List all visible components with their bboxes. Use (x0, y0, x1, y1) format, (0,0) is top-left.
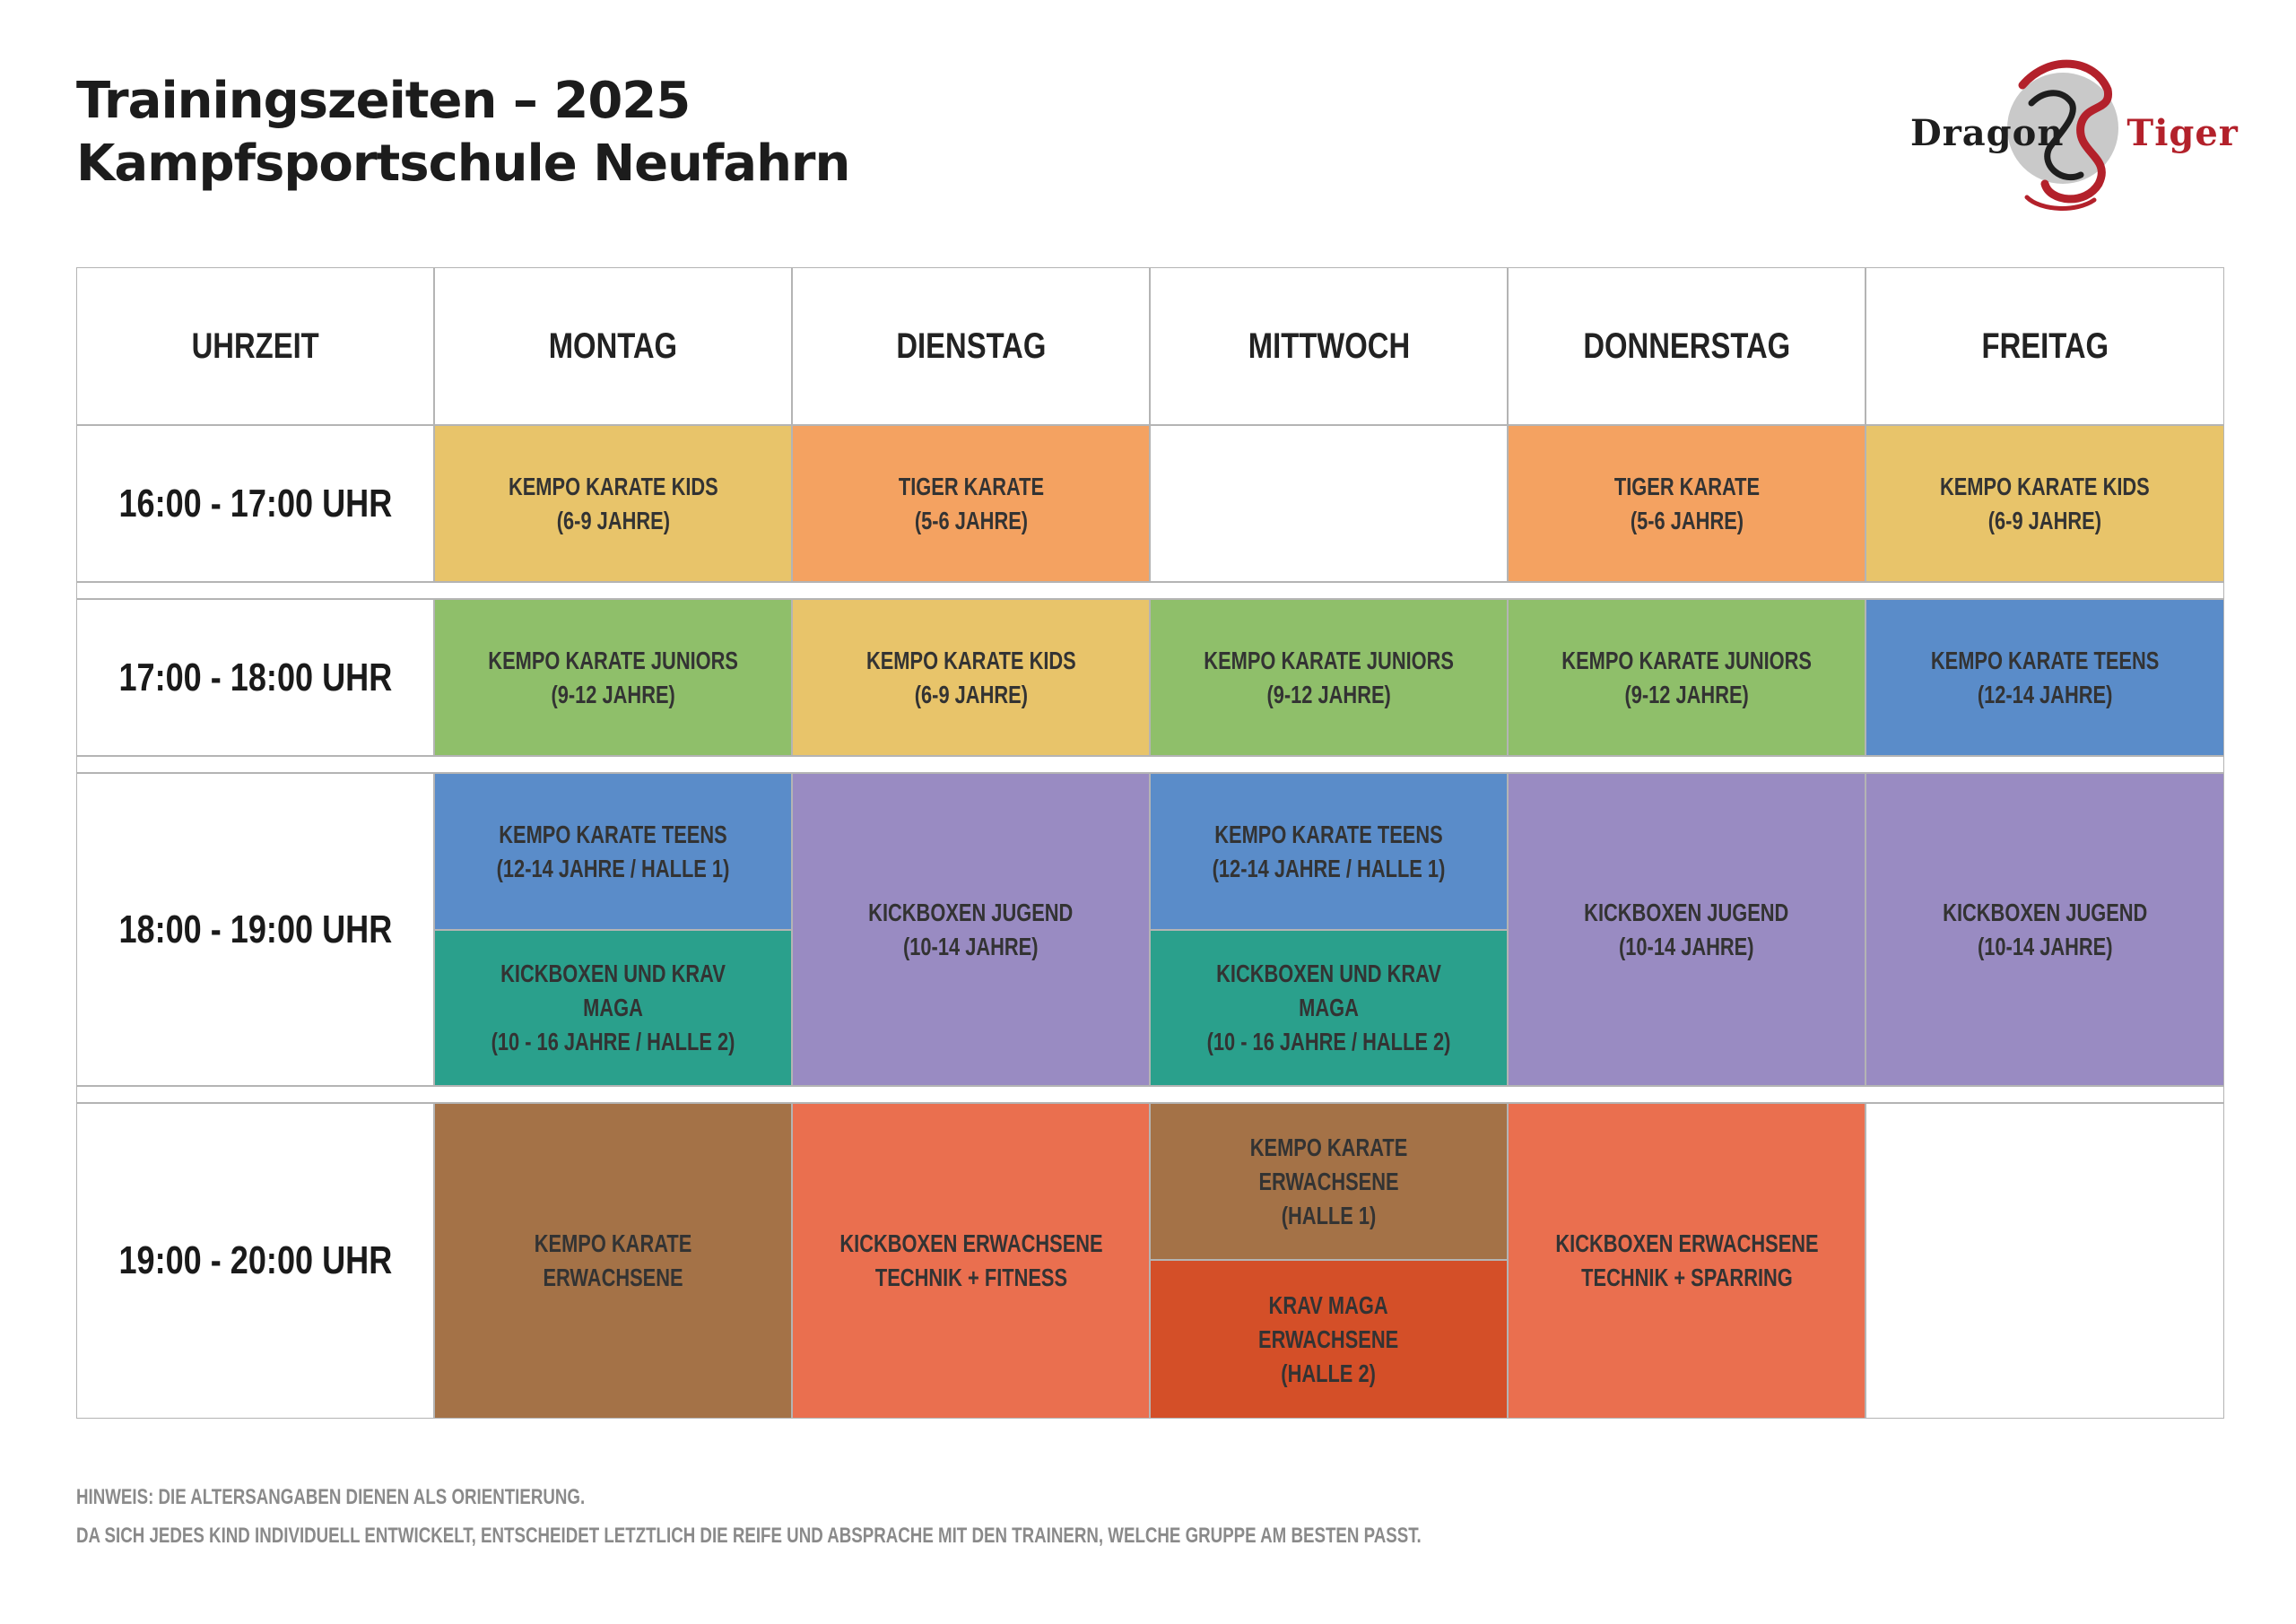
column-header-mittwoch: MITTWOCH (1150, 267, 1508, 425)
column-header-time: UHRZEIT (76, 267, 434, 425)
class-cell-montag-1800-halle2: KICKBOXEN UND KRAV MAGA (10 - 16 JAHRE /… (434, 930, 792, 1086)
empty-cell-freitag-1900 (1866, 1103, 2224, 1419)
title-line-1: Trainingszeiten – 2025 (76, 72, 691, 130)
class-cell-freitag-1700: KEMPO KARATE TEENS (12-14 JAHRE) (1866, 599, 2224, 756)
row-separator (76, 1086, 2224, 1103)
column-header-donnerstag: DONNERSTAG (1508, 267, 1866, 425)
class-cell-mittwoch-1800-halle1: KEMPO KARATE TEENS (12-14 JAHRE / HALLE … (1150, 773, 1508, 930)
class-cell-mittwoch-1800-halle2: KICKBOXEN UND KRAV MAGA (10 - 16 JAHRE /… (1150, 930, 1508, 1086)
class-cell-donnerstag-1700: KEMPO KARATE JUNIORS (9-12 JAHRE) (1508, 599, 1866, 756)
class-cell-mittwoch-1900-halle2: KRAV MAGA ERWACHSENE (HALLE 2) (1150, 1260, 1508, 1419)
schedule-table: UHRZEIT MONTAG DIENSTAG MITTWOCH DONNERS… (76, 267, 2224, 1419)
class-cell-dienstag-1800: KICKBOXEN JUGEND (10-14 JAHRE) (792, 773, 1150, 1086)
class-cell-donnerstag-1600: TIGER KARATE (5-6 JAHRE) (1508, 425, 1866, 582)
row-separator (76, 756, 2224, 773)
class-cell-mittwoch-1900-halle1: KEMPO KARATE ERWACHSENE (HALLE 1) (1150, 1103, 1508, 1260)
class-cell-montag-1900: KEMPO KARATE ERWACHSENE (434, 1103, 792, 1419)
title-line-2: Kampfsportschule Neufahrn (76, 135, 850, 193)
class-cell-dienstag-1700: KEMPO KARATE KIDS (6-9 JAHRE) (792, 599, 1150, 756)
class-cell-freitag-1600: KEMPO KARATE KIDS (6-9 JAHRE) (1866, 425, 2224, 582)
logo-word-dragon: Dragon (1910, 111, 2065, 154)
class-cell-freitag-1800: KICKBOXEN JUGEND (10-14 JAHRE) (1866, 773, 2224, 1086)
class-cell-dienstag-1900: KICKBOXEN ERWACHSENE TECHNIK + FITNESS (792, 1103, 1150, 1419)
time-slot-1700: 17:00 - 18:00 UHR (76, 599, 434, 756)
row-separator (76, 582, 2224, 599)
column-header-dienstag: DIENSTAG (792, 267, 1150, 425)
time-slot-1600: 16:00 - 17:00 UHR (76, 425, 434, 582)
time-slot-1900: 19:00 - 20:00 UHR (76, 1103, 434, 1419)
page-title: Trainingszeiten – 2025 Kampfsportschule … (76, 70, 850, 195)
footer-note-2: DA SICH JEDES KIND INDIVIDUELL ENTWICKEL… (76, 1524, 1422, 1548)
class-cell-montag-1600: KEMPO KARATE KIDS (6-9 JAHRE) (434, 425, 792, 582)
logo-word-tiger: Tiger (2126, 111, 2239, 154)
class-cell-dienstag-1600: TIGER KARATE (5-6 JAHRE) (792, 425, 1150, 582)
dragon-emblem-icon (2007, 59, 2118, 211)
class-cell-mittwoch-1700: KEMPO KARATE JUNIORS (9-12 JAHRE) (1150, 599, 1508, 756)
column-header-montag: MONTAG (434, 267, 792, 425)
footer-note-1: HINWEIS: DIE ALTERSANGABEN DIENEN ALS OR… (76, 1485, 586, 1509)
dragon-tiger-logo: Dragon Tiger (1910, 49, 2238, 215)
class-cell-donnerstag-1900: KICKBOXEN ERWACHSENE TECHNIK + SPARRING (1508, 1103, 1866, 1419)
column-header-freitag: FREITAG (1866, 267, 2224, 425)
time-slot-1800: 18:00 - 19:00 UHR (76, 773, 434, 1086)
empty-cell-mittwoch-1600 (1150, 425, 1508, 582)
class-cell-donnerstag-1800: KICKBOXEN JUGEND (10-14 JAHRE) (1508, 773, 1866, 1086)
class-cell-montag-1700: KEMPO KARATE JUNIORS (9-12 JAHRE) (434, 599, 792, 756)
class-cell-montag-1800-halle1: KEMPO KARATE TEENS (12-14 JAHRE / HALLE … (434, 773, 792, 930)
